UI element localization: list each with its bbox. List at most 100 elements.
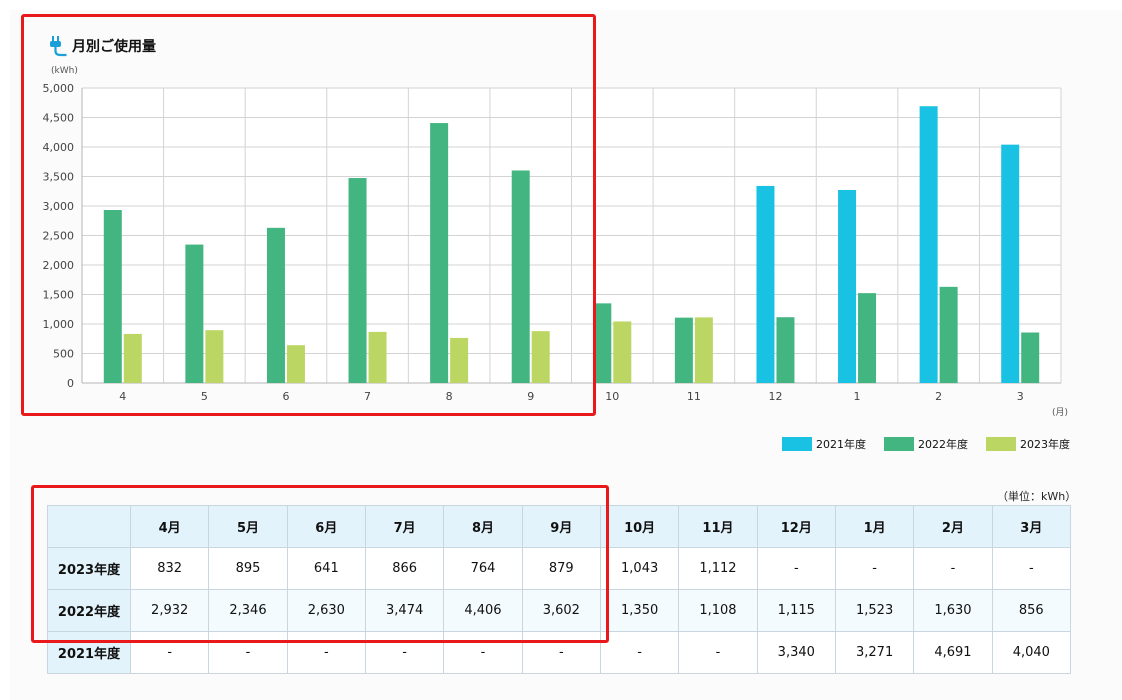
x-tick-label: 11 (687, 390, 701, 403)
y-tick-label: 5,000 (43, 82, 75, 95)
table-cell: 1,108 (678, 589, 758, 632)
legend-label-2021: 2021年度 (816, 438, 866, 451)
table-cell: - (286, 631, 366, 674)
table-cell: 641 (286, 547, 366, 590)
table-header-month: 9月 (521, 505, 601, 548)
highlight-box-table (31, 485, 609, 643)
bar-2022年度 (266, 227, 285, 383)
x-tick-label: 6 (282, 390, 289, 403)
table-cell: 832 (129, 547, 210, 590)
bar-2023年度 (694, 317, 713, 383)
table-row: 2022年度 2,932 2,346 2,630 3,474 4,406 3,6… (47, 589, 1072, 632)
legend-item-2021: 2021年度 (782, 436, 866, 452)
table-cell: 1,115 (756, 589, 836, 632)
x-axis-unit: (月) (1052, 408, 1069, 418)
bar-2023年度 (205, 330, 224, 383)
table-unit-label: （単位：kWh） (997, 490, 1077, 503)
bar-2022年度 (674, 317, 693, 383)
legend-label-2023: 2023年度 (1020, 438, 1070, 451)
table-cell: - (521, 631, 601, 674)
bar-2022年度 (511, 170, 530, 383)
bar-2022年度 (348, 178, 367, 383)
bar-2022年度 (430, 123, 449, 384)
table-cell: 1,523 (834, 589, 915, 632)
highlight-box-chart (21, 14, 596, 416)
legend-label-2022: 2022年度 (918, 438, 968, 451)
table-cell: 2,346 (208, 589, 288, 632)
table-cell: 1,112 (678, 547, 758, 590)
table-cell: 1,043 (599, 547, 680, 590)
bar-2021年度 (919, 106, 938, 383)
table-cell: 1,630 (913, 589, 993, 632)
bar-2023年度 (123, 333, 142, 383)
legend-swatch-2023 (986, 437, 1016, 451)
legend-swatch-2021 (782, 437, 812, 451)
table-cell: - (991, 547, 1072, 590)
table-row: 2023年度 832 895 641 866 764 879 1,043 1,1… (47, 547, 1072, 590)
table-cell: 764 (443, 547, 523, 590)
table-cell: 3,271 (834, 631, 915, 674)
table-row-label: 2022年度 (47, 589, 131, 632)
y-tick-label: 2,000 (43, 259, 75, 272)
bar-2023年度 (531, 331, 550, 383)
table-header-month: 5月 (208, 505, 288, 548)
bar-2022年度 (776, 317, 795, 383)
bar-2021年度 (1001, 144, 1020, 383)
x-tick-label: 1 (854, 390, 861, 403)
table-cell: 2,630 (286, 589, 366, 632)
table-header-month: 12月 (756, 505, 836, 548)
table-cell: 3,340 (756, 631, 836, 674)
table-header-month: 3月 (991, 505, 1072, 548)
table-cell: - (129, 631, 210, 674)
y-tick-label: 1,000 (43, 318, 75, 331)
table-cell: 879 (521, 547, 601, 590)
table-cell: 4,406 (443, 589, 523, 632)
table-header-month: 8月 (443, 505, 523, 548)
table-cell: 4,691 (913, 631, 993, 674)
y-tick-label: 4,500 (43, 112, 75, 125)
y-tick-label: 3,500 (43, 171, 75, 184)
y-tick-label: 3,000 (43, 200, 75, 213)
table-cell: 3,602 (521, 589, 601, 632)
legend-item-2023: 2023年度 (986, 436, 1070, 452)
table-corner (47, 505, 131, 548)
y-tick-label: 1,500 (43, 289, 75, 302)
y-tick-label: 0 (67, 377, 74, 390)
table-cell: 4,040 (991, 631, 1072, 674)
table-header-month: 4月 (129, 505, 210, 548)
table-cell: 895 (208, 547, 288, 590)
y-tick-label: 2,500 (43, 230, 75, 243)
bar-2023年度 (286, 345, 305, 383)
y-tick-label: 4,000 (43, 141, 75, 154)
plug-icon (50, 36, 67, 57)
bar-2023年度 (613, 321, 632, 383)
table-header-month: 2月 (913, 505, 993, 548)
table-header-month: 1月 (834, 505, 915, 548)
y-axis-unit: (kWh) (51, 66, 78, 76)
legend-item-2022: 2022年度 (884, 436, 968, 452)
table-cell: 866 (364, 547, 445, 590)
legend-swatch-2022 (884, 437, 914, 451)
x-tick-label: 8 (446, 390, 453, 403)
table-row: 2021年度 - - - - - - - - 3,340 3,271 4,691… (47, 631, 1072, 674)
chart-title: 月別ご使用量 (72, 39, 156, 55)
x-tick-label: 10 (605, 390, 619, 403)
bar-2023年度 (450, 337, 469, 383)
x-tick-label: 7 (364, 390, 371, 403)
bar-2023年度 (368, 331, 387, 383)
bar-2022年度 (939, 286, 958, 383)
table-cell: - (599, 631, 680, 674)
x-tick-label: 9 (527, 390, 534, 403)
bar-2021年度 (838, 190, 857, 383)
monthly-usage-chart: 5,000 4,500 4,000 3,500 3,000 2,500 2,000 1,500… (43, 82, 1062, 403)
table-cell: - (208, 631, 288, 674)
bar-2022年度 (103, 210, 122, 383)
x-tick-label: 12 (768, 390, 782, 403)
x-tick-label: 2 (935, 390, 942, 403)
table-row-label: 2021年度 (47, 631, 131, 674)
table-cell: - (364, 631, 445, 674)
table-cell: - (443, 631, 523, 674)
x-tick-label: 3 (1017, 390, 1024, 403)
bar-2022年度 (185, 244, 204, 383)
table-header-month: 10月 (599, 505, 680, 548)
